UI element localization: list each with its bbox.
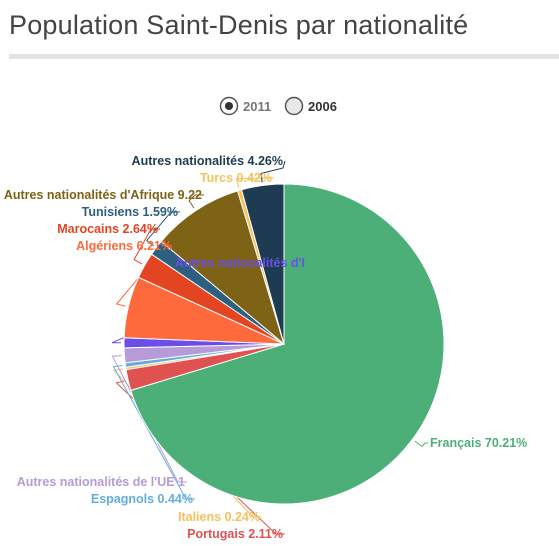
label-connector [133,228,160,265]
pie-slices [123,183,445,505]
label-connector [145,211,180,247]
label-connector [188,194,204,209]
slice-label: Autres nationalités d'I [175,256,305,270]
legend-item-2011[interactable]: 2011 [219,96,272,116]
slice-label: Autres nationalités de l'UE 1 [17,475,185,489]
legend-item-2006[interactable]: 2006 [284,96,337,116]
slice-label: Marocains 2.64% [57,222,158,236]
slice-label: Tunisiens 1.59% [82,205,178,219]
slice-label: Espagnols 0.44% [91,492,193,506]
pie-slice-fran-ais[interactable] [130,183,445,505]
radio-icon[interactable] [284,96,304,116]
slice-label: Italiens 0.24% [178,510,260,524]
page-title: Population Saint-Denis par nationalité [9,10,469,40]
label-connector [414,440,428,448]
slice-label: Turcs 0.42% [200,171,272,185]
slice-labels: Français 70.21% Portugais 2.11% Italiens 0… [4,154,527,541]
legend-label: 2006 [308,99,337,114]
slice-label: Autres nationalités d'Afrique 9.22 [4,188,202,202]
radio-dot-icon [225,102,233,110]
pie-slice-autres-nationalit-s[interactable] [241,183,285,345]
slice-label: Algériens 6.21% [76,239,172,253]
pie-slice-autres-nationalit-s-d-afrique[interactable] [160,190,285,346]
slice-label: Français 70.21% [430,436,527,450]
title-divider [9,54,559,59]
label-connector [235,177,274,188]
label-connector [260,160,286,183]
slice-label: Autres nationalités 4.26% [132,154,283,168]
legend-label: 2011 [243,99,271,114]
chart-legend: 2011 2006 [219,96,337,116]
slice-label: Portugais 2.11% [187,527,283,541]
